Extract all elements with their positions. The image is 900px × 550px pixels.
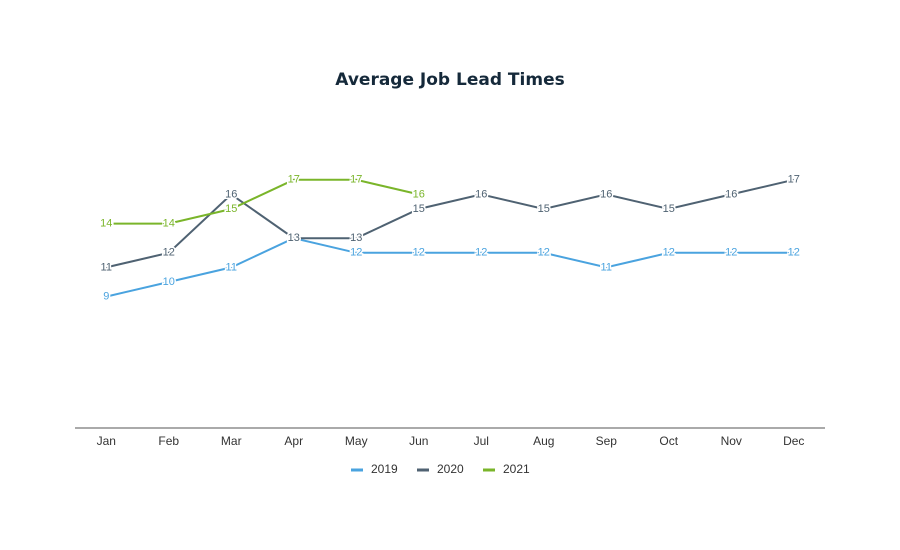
data-label: 12 — [538, 247, 550, 259]
data-label: 13 — [288, 232, 300, 244]
data-label: 15 — [413, 203, 425, 215]
data-label: 16 — [413, 188, 425, 200]
x-tick-label: Jun — [409, 434, 428, 448]
x-tick-label: Apr — [284, 434, 303, 448]
data-label: 15 — [538, 203, 550, 215]
data-label: 15 — [663, 203, 675, 215]
data-label: 12 — [788, 247, 800, 259]
data-label: 17 — [788, 174, 800, 186]
data-label: 11 — [226, 261, 237, 273]
x-tick-label: Sep — [596, 434, 618, 448]
x-tick-label: May — [345, 434, 368, 448]
data-label: 16 — [225, 188, 237, 200]
data-label: 15 — [225, 203, 237, 215]
data-label: 16 — [475, 188, 487, 200]
x-tick-label: Dec — [783, 434, 804, 448]
legend-label: 2019 — [371, 462, 398, 476]
x-tick-label: Jul — [474, 434, 489, 448]
series-line — [106, 178, 419, 225]
chart-title: Average Job Lead Times — [335, 70, 564, 90]
data-label: 9 — [103, 291, 109, 303]
data-label: 17 — [288, 174, 300, 186]
data-label: 16 — [600, 188, 612, 200]
data-label: 13 — [350, 232, 362, 244]
x-tick-label: Mar — [221, 434, 242, 448]
data-label: 11 — [101, 261, 112, 273]
data-label: 13 — [288, 232, 300, 244]
x-tick-label: Feb — [158, 434, 179, 448]
data-label: 12 — [350, 247, 362, 259]
data-label: 10 — [163, 276, 175, 288]
data-label: 12 — [663, 247, 675, 259]
data-label: 12 — [475, 247, 487, 259]
data-label: 12 — [413, 247, 425, 259]
data-label: 16 — [725, 188, 737, 200]
series-line — [106, 178, 794, 269]
data-label: 17 — [350, 174, 362, 186]
data-label: 12 — [725, 247, 737, 259]
x-tick-label: Aug — [533, 434, 554, 448]
series-line — [106, 237, 794, 298]
data-label: 11 — [601, 261, 612, 273]
x-tick-label: Jan — [97, 434, 116, 448]
data-label: 12 — [163, 247, 175, 259]
legend-label: 2020 — [437, 462, 464, 476]
x-tick-label: Nov — [721, 434, 742, 448]
x-tick-label: Oct — [659, 434, 678, 448]
data-label: 14 — [100, 218, 112, 230]
data-label: 14 — [163, 218, 175, 230]
legend-label: 2021 — [503, 462, 530, 476]
